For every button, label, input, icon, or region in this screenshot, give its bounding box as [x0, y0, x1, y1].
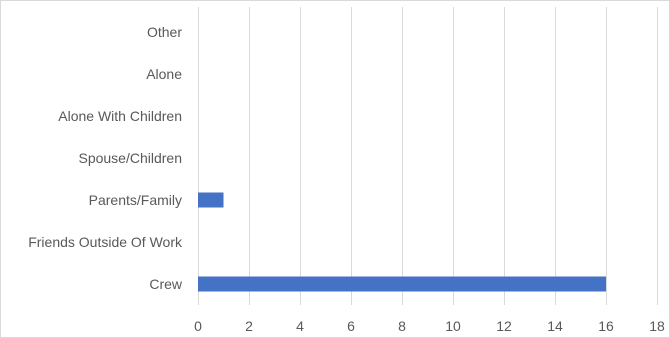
x-tick-label: 4	[296, 318, 304, 334]
category-label: Alone	[146, 66, 182, 82]
category-label: Friends Outside Of Work	[28, 234, 183, 250]
x-tick-label: 14	[547, 318, 563, 334]
x-tick-label: 0	[194, 318, 202, 334]
category-label: Spouse/Children	[78, 150, 182, 166]
category-labels: Other Alone Alone With Children Spouse/Chil…	[28, 24, 183, 292]
category-label: Crew	[149, 276, 183, 292]
x-tick-label: 2	[245, 318, 253, 334]
category-label: Alone With Children	[58, 108, 182, 124]
bars	[198, 192, 606, 292]
gridlines	[198, 7, 658, 305]
bar-crew	[198, 276, 606, 292]
x-tick-label: 10	[445, 318, 461, 334]
x-tick-label: 16	[598, 318, 614, 334]
x-tick-label: 8	[398, 318, 406, 334]
category-label: Parents/Family	[89, 192, 182, 208]
x-tick-label: 18	[649, 318, 665, 334]
bar-parents-family	[198, 192, 224, 208]
x-tick-label: 6	[347, 318, 355, 334]
category-label: Other	[147, 24, 182, 40]
x-tick-label: 12	[496, 318, 512, 334]
x-tick-labels: 0 2 4 6 8 10 12 14 16 18	[194, 318, 665, 334]
